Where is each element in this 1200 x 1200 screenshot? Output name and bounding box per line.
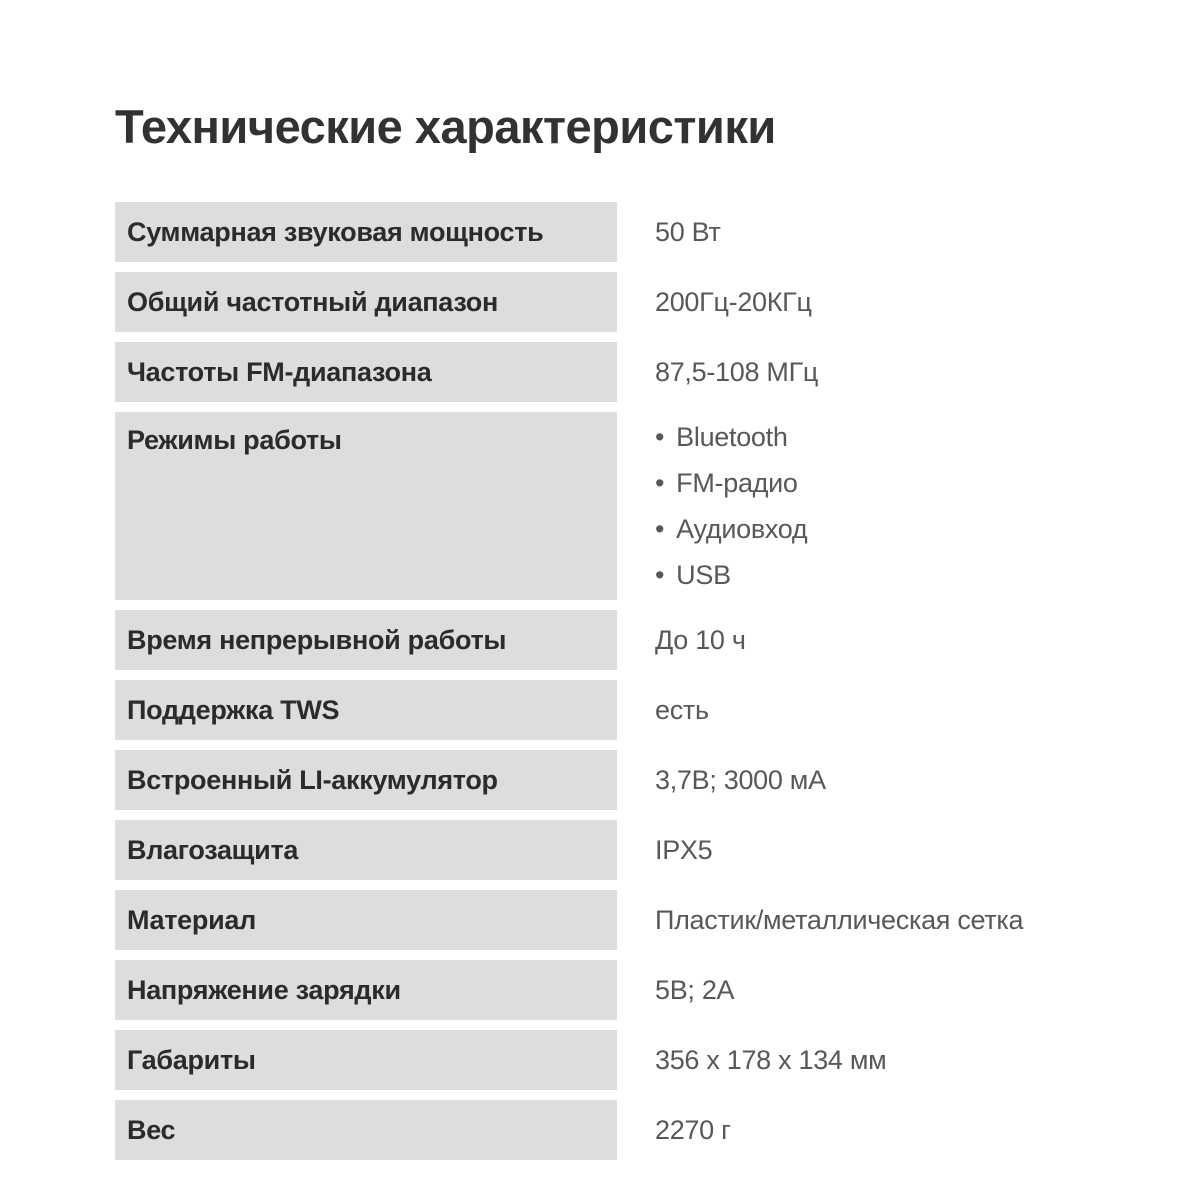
spec-row: Габариты 356 х 178 х 134 мм: [115, 1030, 1185, 1091]
spec-row: Материал Пластик/металлическая сетка: [115, 890, 1185, 951]
spec-row: Встроенный LI-аккумулятор 3,7В; 3000 мА: [115, 750, 1185, 811]
spec-value: 356 х 178 х 134 мм: [655, 1044, 887, 1075]
spec-label: Время непрерывной работы: [115, 610, 617, 671]
spec-label: Режимы работы: [115, 412, 617, 601]
spec-value: Пластик/металлическая сетка: [655, 904, 1024, 935]
spec-row: Частоты FM-диапазона 87,5-108 МГц: [115, 342, 1185, 403]
spec-value-item: Bluetooth: [655, 414, 807, 460]
spec-value-item: USB: [655, 552, 807, 598]
spec-label: Частоты FM-диапазона: [115, 342, 617, 403]
page-title: Технические характеристики: [115, 100, 776, 153]
spec-label: Встроенный LI-аккумулятор: [115, 750, 617, 811]
spec-label: Суммарная звуковая мощность: [115, 202, 617, 263]
spec-value: 50 Вт: [655, 216, 721, 247]
spec-value: IPX5: [655, 834, 713, 865]
spec-row: Вес 2270 г: [115, 1100, 1185, 1161]
specs-table: Суммарная звуковая мощность 50 Вт Общий ча…: [115, 202, 1185, 1161]
spec-value: 3,7В; 3000 мА: [655, 764, 826, 795]
spec-label: Влагозащита: [115, 820, 617, 881]
spec-label: Напряжение зарядки: [115, 960, 617, 1021]
spec-row: Поддержка TWS есть: [115, 680, 1185, 741]
spec-sheet: Технические характеристики Суммарная зву…: [115, 100, 1185, 1170]
spec-value: 200Гц-20КГц: [655, 286, 812, 317]
spec-label: Общий частотный диапазон: [115, 272, 617, 333]
spec-row: Режимы работыBluetoothFM-радиоАудиовходU…: [115, 412, 1185, 601]
spec-value-item: Аудиовход: [655, 506, 807, 552]
spec-value-list: BluetoothFM-радиоАудиовходUSB: [655, 414, 807, 598]
spec-label: Вес: [115, 1100, 617, 1161]
spec-value: До 10 ч: [655, 624, 746, 655]
spec-label: Материал: [115, 890, 617, 951]
spec-row: Время непрерывной работы До 10 ч: [115, 610, 1185, 671]
spec-row: Влагозащита IPX5: [115, 820, 1185, 881]
spec-row: Напряжение зарядки 5В; 2А: [115, 960, 1185, 1021]
spec-value: BluetoothFM-радиоАудиовходUSB: [655, 412, 807, 600]
spec-row: Суммарная звуковая мощность 50 Вт: [115, 202, 1185, 263]
spec-value-item: FM-радио: [655, 460, 807, 506]
spec-value: 2270 г: [655, 1114, 731, 1145]
spec-row: Общий частотный диапазон 200Гц-20КГц: [115, 272, 1185, 333]
spec-value: 87,5-108 МГц: [655, 356, 819, 387]
spec-value: есть: [655, 694, 709, 725]
spec-value: 5В; 2А: [655, 974, 735, 1005]
spec-label: Поддержка TWS: [115, 680, 617, 741]
spec-label: Габариты: [115, 1030, 617, 1091]
